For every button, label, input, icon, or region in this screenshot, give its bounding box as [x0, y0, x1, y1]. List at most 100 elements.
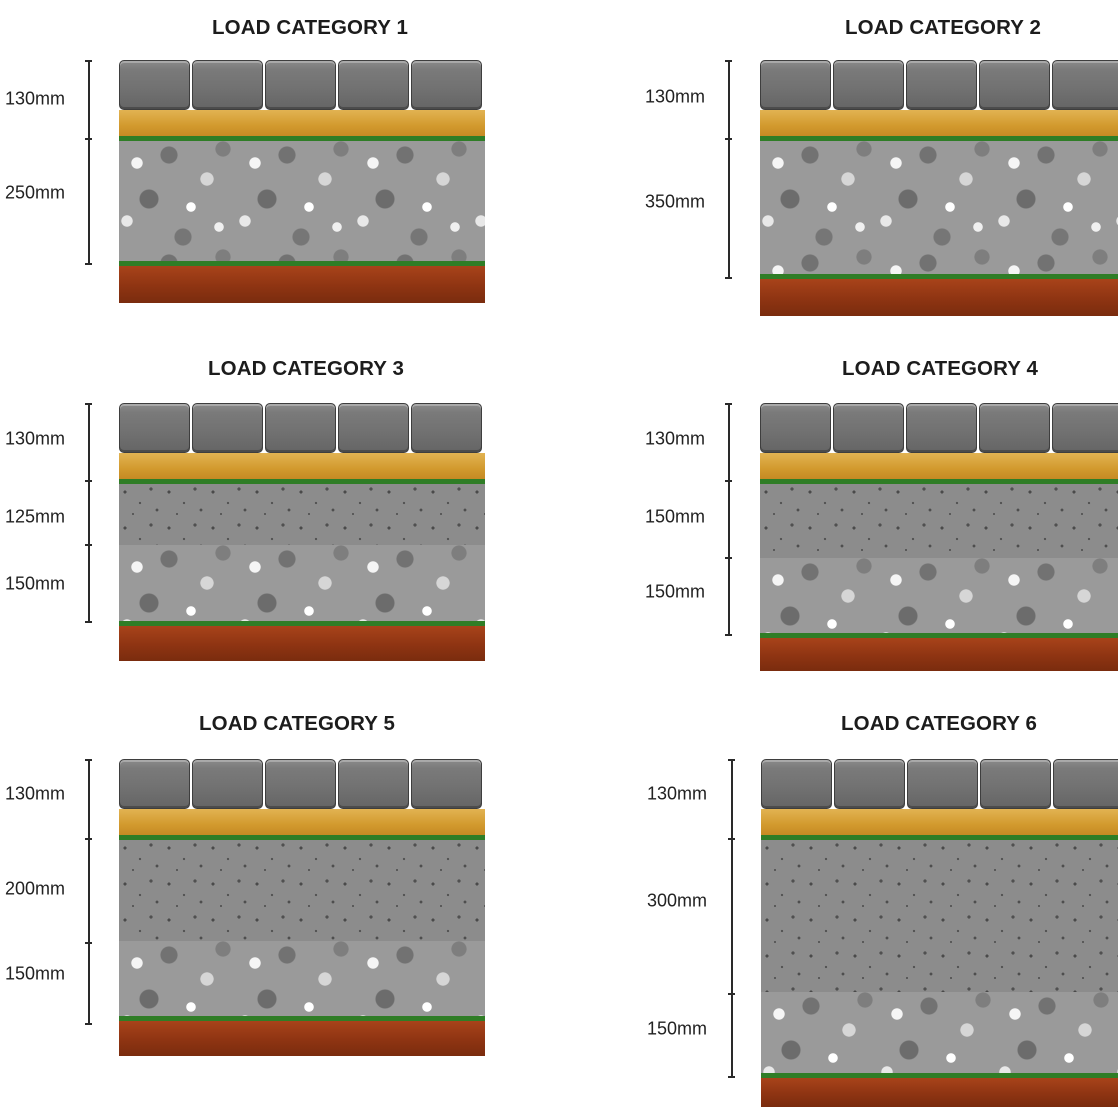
geotextile-membrane — [761, 1073, 1118, 1078]
bedding-sand-layer — [761, 809, 1118, 835]
subgrade-soil-layer — [760, 279, 1118, 316]
paver — [411, 403, 482, 453]
geotextile-membrane — [119, 136, 485, 141]
dimension-label: 200mm — [5, 878, 66, 899]
paver — [760, 60, 831, 110]
pavement-cross-section — [119, 403, 485, 661]
panel-title: LOAD CATEGORY 3 — [208, 357, 404, 380]
dimension-label: 130mm — [5, 783, 66, 804]
panel-load-category-5: LOAD CATEGORY 5 130mm 200mm 150mm — [0, 690, 559, 1107]
paver — [119, 60, 190, 110]
paver — [833, 403, 904, 453]
paver — [834, 759, 905, 809]
paver — [119, 759, 190, 809]
coarse-aggregate-layer — [119, 545, 485, 621]
dimension-label: 150mm — [5, 573, 66, 594]
geotextile-membrane — [761, 835, 1118, 840]
geotextile-membrane — [119, 261, 485, 266]
paver — [192, 403, 263, 453]
pavement-cross-section — [760, 403, 1118, 671]
paver — [906, 403, 977, 453]
geotextile-membrane — [760, 479, 1118, 484]
paver — [192, 759, 263, 809]
panel-load-category-1: LOAD CATEGORY 1 130mm 250mm — [0, 0, 559, 330]
pavement-cross-section — [761, 759, 1118, 1107]
coarse-aggregate-layer — [760, 558, 1118, 633]
paver-row — [119, 403, 485, 453]
paver — [760, 403, 831, 453]
dimension-label: 130mm — [647, 783, 708, 804]
coarse-aggregate-layer — [119, 941, 485, 1016]
geotextile-membrane — [760, 136, 1118, 141]
paver — [1053, 759, 1118, 809]
panel-title: LOAD CATEGORY 2 — [845, 16, 1041, 39]
panel-load-category-3: LOAD CATEGORY 3 130mm 125mm 150mm — [0, 330, 559, 690]
dimension-label: 350mm — [645, 191, 706, 212]
fine-aggregate-layer — [760, 484, 1118, 558]
paver — [979, 60, 1050, 110]
paver-row — [761, 759, 1118, 809]
bedding-sand-layer — [119, 110, 485, 136]
paver — [338, 403, 409, 453]
paver — [833, 60, 904, 110]
paver — [761, 759, 832, 809]
panel-title: LOAD CATEGORY 5 — [199, 712, 395, 735]
fine-aggregate-layer — [119, 840, 485, 941]
paver — [192, 60, 263, 110]
paver — [411, 60, 482, 110]
pavement-cross-section — [760, 60, 1118, 316]
geotextile-membrane — [760, 274, 1118, 279]
bedding-sand-layer — [760, 110, 1118, 136]
geotextile-membrane — [119, 621, 485, 626]
paver — [265, 60, 336, 110]
paver — [907, 759, 978, 809]
dimension-label: 150mm — [647, 1018, 708, 1039]
bedding-sand-layer — [119, 453, 485, 479]
bedding-sand-layer — [760, 453, 1118, 479]
paver — [1052, 60, 1118, 110]
paver — [980, 759, 1051, 809]
panel-title: LOAD CATEGORY 1 — [212, 16, 408, 39]
subgrade-soil-layer — [119, 266, 485, 303]
panel-title: LOAD CATEGORY 6 — [841, 712, 1037, 735]
subgrade-soil-layer — [760, 638, 1118, 671]
subgrade-soil-layer — [119, 626, 485, 661]
paver — [119, 403, 190, 453]
subgrade-soil-layer — [119, 1021, 485, 1056]
panel-load-category-4: LOAD CATEGORY 4 130mm 150mm 150mm — [559, 330, 1118, 690]
dimension-label: 150mm — [5, 963, 66, 984]
subgrade-soil-layer — [761, 1078, 1118, 1107]
dimension-label: 150mm — [645, 581, 706, 602]
coarse-aggregate-layer — [119, 141, 485, 261]
paver-row — [760, 60, 1118, 110]
fine-aggregate-layer — [119, 484, 485, 545]
paver — [1052, 403, 1118, 453]
pavement-cross-section — [119, 60, 485, 303]
paver — [338, 60, 409, 110]
dimension-label: 300mm — [647, 890, 708, 911]
paver — [338, 759, 409, 809]
dimension-label: 130mm — [645, 86, 706, 107]
dimension-label: 150mm — [645, 506, 706, 527]
dimension-label: 130mm — [5, 428, 66, 449]
fine-aggregate-layer — [761, 840, 1118, 992]
panel-load-category-6: LOAD CATEGORY 6 130mm 300mm 150mm — [559, 690, 1118, 1107]
paver — [265, 759, 336, 809]
geotextile-membrane — [119, 835, 485, 840]
coarse-aggregate-layer — [761, 992, 1118, 1073]
paver — [906, 60, 977, 110]
paver — [265, 403, 336, 453]
paver — [411, 759, 482, 809]
dimension-label: 130mm — [645, 428, 706, 449]
geotextile-membrane — [119, 479, 485, 484]
paver — [979, 403, 1050, 453]
dimension-label: 130mm — [5, 88, 66, 109]
paver-row — [119, 60, 485, 110]
paver-row — [760, 403, 1118, 453]
dimension-label: 250mm — [5, 182, 66, 203]
bedding-sand-layer — [119, 809, 485, 835]
panel-load-category-2: LOAD CATEGORY 2 130mm 350mm — [559, 0, 1118, 330]
paver-row — [119, 759, 485, 809]
coarse-aggregate-layer — [760, 141, 1118, 274]
dimension-label: 125mm — [5, 506, 66, 527]
